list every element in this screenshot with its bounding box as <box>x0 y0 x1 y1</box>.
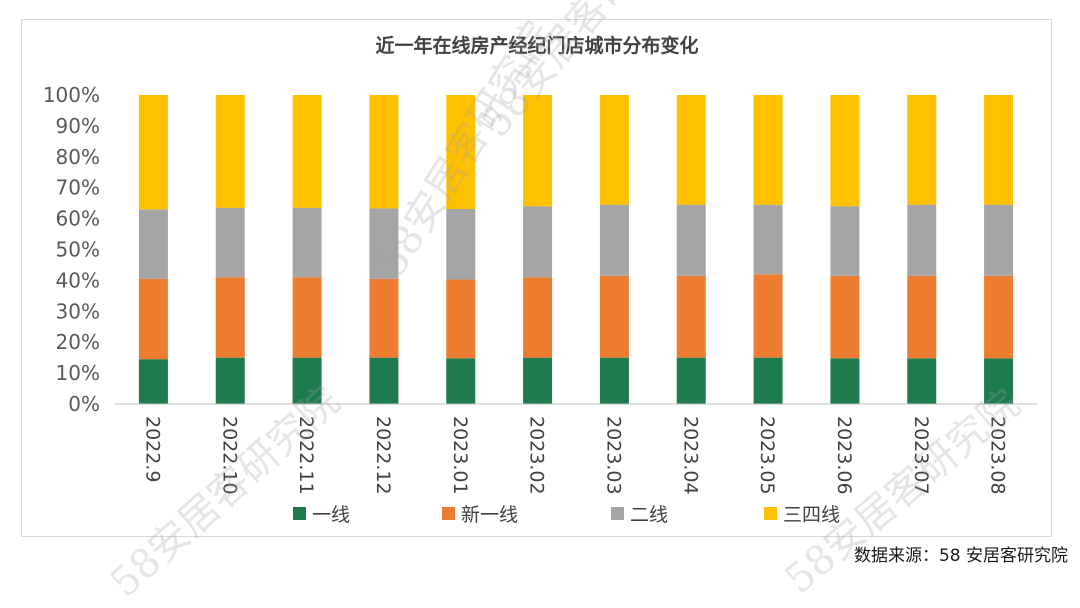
bar-segment <box>215 207 245 278</box>
bar-segment <box>676 357 706 404</box>
bar-segment <box>907 204 937 276</box>
bar-segment <box>446 279 476 359</box>
bar-segment <box>523 357 553 404</box>
bar-segment <box>984 95 1014 205</box>
bar-segment <box>292 357 322 404</box>
bar-segment <box>984 358 1014 404</box>
y-axis: 0% 10% 20% 30% 40% 50% 60% 70% 80% 90% 100% <box>43 83 100 416</box>
bar-segment <box>215 95 245 208</box>
bar-segment <box>138 278 168 360</box>
legend-swatch <box>293 507 306 520</box>
x-tick-label: 2023.08 <box>987 416 1009 495</box>
y-tick-label: 10% <box>56 361 100 385</box>
x-tick-label: 2022.10 <box>218 416 240 495</box>
bar-segment <box>907 275 937 359</box>
x-tick-label: 2022.9 <box>141 416 163 482</box>
x-axis: 2022.9 2022.10 2022.11 2022.12 2023.01 2023.0… <box>141 416 1008 495</box>
bar-segment <box>523 95 553 207</box>
chart-frame <box>21 19 1052 537</box>
x-tick-label: 2023.04 <box>679 416 701 495</box>
x-tick-label: 2023.03 <box>602 416 624 495</box>
y-tick-label: 50% <box>56 238 100 262</box>
bar-segment <box>907 358 937 404</box>
legend-label: 二线 <box>630 504 668 526</box>
legend: 一线 新一线 二线 三四线 <box>293 504 840 526</box>
bar-segment <box>369 95 399 209</box>
x-tick-label: 2023.02 <box>526 416 548 495</box>
legend-label: 一线 <box>312 504 350 526</box>
y-tick-label: 80% <box>56 145 100 169</box>
bar-segment <box>292 207 322 278</box>
bar-segment <box>753 95 783 205</box>
bar-segment <box>138 209 168 279</box>
bar-segment <box>369 208 399 279</box>
bar-segment <box>830 95 860 207</box>
y-tick-label: 60% <box>56 207 100 231</box>
y-tick-label: 0% <box>68 392 100 416</box>
x-tick-label: 2023.06 <box>833 416 855 495</box>
y-tick-label: 40% <box>56 268 100 292</box>
y-tick-label: 90% <box>56 114 100 138</box>
bar-segment <box>369 278 399 358</box>
bar-segment <box>676 204 706 276</box>
bar-segment <box>907 95 937 205</box>
y-tick-label: 30% <box>56 299 100 323</box>
bar-segment <box>676 275 706 358</box>
x-tick-label: 2022.12 <box>372 416 394 495</box>
bar-segment <box>369 357 399 404</box>
legend-label: 新一线 <box>461 504 518 526</box>
bar-segment <box>753 204 783 275</box>
bar-segment <box>830 358 860 404</box>
legend-swatch <box>764 507 777 520</box>
y-tick-label: 70% <box>56 176 100 200</box>
source-note: 数据来源：58 安居客研究院 <box>853 546 1068 566</box>
chart-title: 近一年在线房产经纪门店城市分布变化 <box>375 34 698 57</box>
bar-segment <box>984 275 1014 359</box>
x-tick-label: 2023.01 <box>449 416 471 495</box>
bar-segment <box>599 357 629 404</box>
bar-segment <box>215 357 245 404</box>
bar-segment <box>753 357 783 404</box>
bar-segment <box>599 275 629 358</box>
x-tick-label: 2023.07 <box>910 416 932 495</box>
bar-segment <box>599 95 629 205</box>
bar-segment <box>523 277 553 358</box>
bar-segment <box>523 206 553 278</box>
y-tick-label: 100% <box>43 83 100 107</box>
legend-swatch <box>442 507 455 520</box>
legend-label: 三四线 <box>783 504 840 526</box>
bar-segment <box>292 95 322 208</box>
x-tick-label: 2023.05 <box>756 416 778 495</box>
bar-segment <box>446 95 476 210</box>
bar-segment <box>215 277 245 358</box>
bars <box>138 95 1014 404</box>
legend-swatch <box>611 507 624 520</box>
bar-segment <box>138 95 168 210</box>
bar-segment <box>984 204 1014 276</box>
bar-segment <box>446 209 476 280</box>
bar-segment <box>599 204 629 276</box>
x-tick-label: 2022.11 <box>295 416 317 495</box>
bar-segment <box>676 95 706 205</box>
chart-svg: 近一年在线房产经纪门店城市分布变化 0% 10% 20% 30% 40% 50% 60% 70… <box>43 34 1037 526</box>
bar-segment <box>830 206 860 276</box>
bar-segment <box>830 275 860 359</box>
bar-segment <box>292 277 322 358</box>
y-tick-label: 20% <box>56 330 100 354</box>
bar-segment <box>753 274 783 358</box>
bar-segment <box>138 359 168 404</box>
bar-segment <box>446 358 476 404</box>
